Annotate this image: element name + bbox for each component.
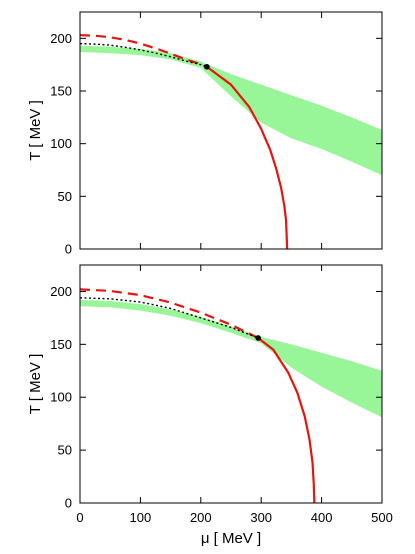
dotted-line [79,42,208,68]
uncertainty-band [80,45,382,176]
y-tick-label: 150 [50,337,72,352]
critical-point [255,335,261,341]
x-axis-title: μ [ MeV ] [201,530,261,547]
y-tick-label: 50 [58,189,72,204]
y-tick-label: 200 [50,284,72,299]
dotted-line [79,297,259,339]
y-tick-label: 50 [58,443,72,458]
y-tick-label: 100 [50,390,72,405]
y-tick-label: 0 [65,496,72,511]
first-order-transition-line [257,337,316,504]
first-order-transition-line [206,65,289,250]
y-tick-label: 100 [50,136,72,151]
dashed-crossover-line [79,34,208,68]
y-axis-title: T [ MeV ] [27,100,44,161]
x-tick-label: 100 [130,510,152,525]
plot-frame [79,11,383,250]
critical-point [204,63,210,70]
x-tick-label: 300 [250,510,272,525]
x-tick-label: 400 [311,510,333,525]
plot-frame [79,264,383,504]
top-chart-panel: 0 50 100 150 200 T [ MeV ] [27,11,383,257]
x-tick-label: 0 [76,510,83,525]
x-tick-label: 500 [371,510,393,525]
y-tick-label: 200 [50,31,72,46]
y-axis-title: T [ MeV ] [27,354,44,415]
bottom-chart-panel: 0 50 100 150 200 0 100 200 300 400 500 T [ MeV ] μ [… [27,264,393,547]
uncertainty-band [80,299,382,418]
y-tick-label: 150 [50,84,72,99]
x-tick-label: 200 [190,510,212,525]
y-tick-label: 0 [65,242,72,257]
